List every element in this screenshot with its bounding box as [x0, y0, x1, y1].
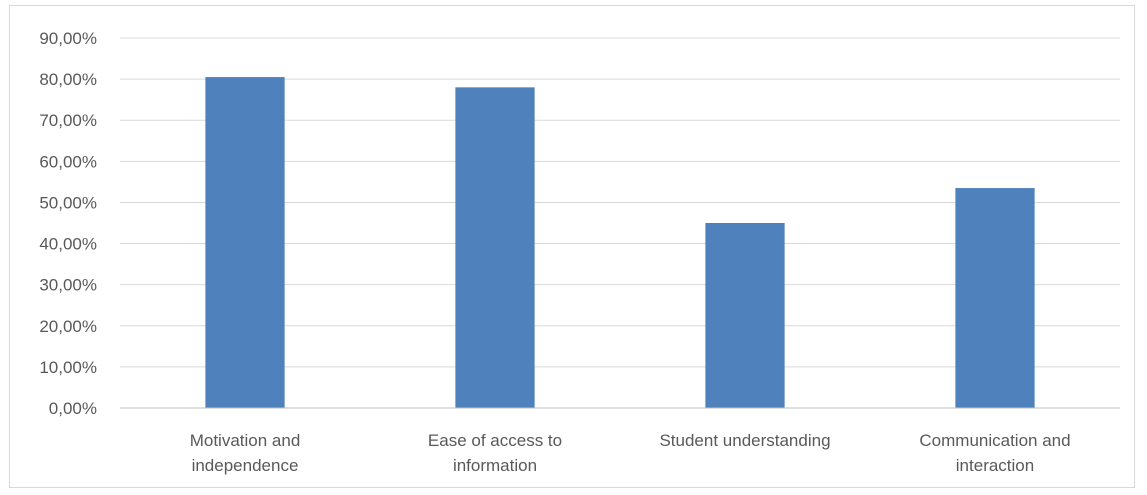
category-label: Ease of access to — [428, 431, 562, 450]
gridlines — [120, 37, 1120, 368]
y-tick-label: 80,00% — [39, 70, 97, 89]
bar — [705, 223, 785, 408]
category-label: independence — [192, 456, 299, 475]
y-tick-label: 50,00% — [39, 193, 97, 212]
bar — [455, 87, 535, 408]
y-tick-label: 40,00% — [39, 235, 97, 254]
y-tick-label: 90,00% — [39, 29, 97, 48]
y-tick-label: 20,00% — [39, 317, 97, 336]
y-tick-label: 0,00% — [49, 399, 97, 418]
y-tick-label: 30,00% — [39, 276, 97, 295]
bars — [205, 77, 1035, 409]
category-label: information — [453, 456, 537, 475]
category-labels: Motivation and independence Ease of access… — [190, 431, 1071, 475]
category-label: Student understanding — [659, 431, 830, 450]
y-tick-label: 60,00% — [39, 152, 97, 171]
y-tick-label: 10,00% — [39, 358, 97, 377]
bar — [955, 188, 1035, 408]
category-label: Motivation and — [190, 431, 301, 450]
category-label: interaction — [956, 456, 1034, 475]
y-tick-label: 70,00% — [39, 111, 97, 130]
bar — [205, 77, 285, 409]
y-tick-labels: 0,00% 10,00% 20,00% 30,00% 40,00% 50,00% 60,00… — [39, 29, 97, 418]
category-label: Communication and — [919, 431, 1070, 450]
